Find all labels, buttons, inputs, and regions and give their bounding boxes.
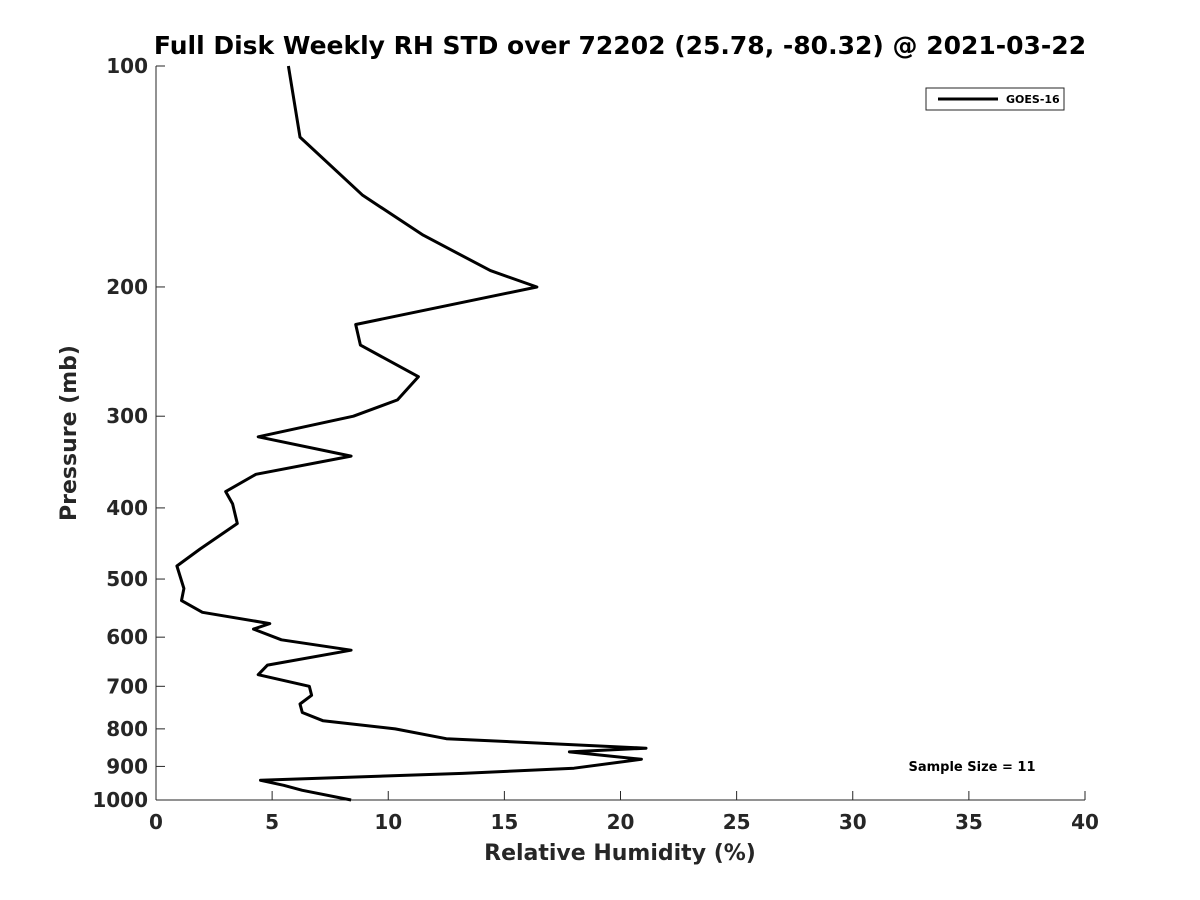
x-tick-label: 0	[149, 810, 163, 834]
legend: GOES-16	[925, 87, 1065, 111]
x-tick-label: 35	[955, 810, 983, 834]
y-tick-label: 600	[106, 625, 148, 649]
y-axis-ticks: 100 200 300 400 500 600 700 800 900 1000	[92, 54, 165, 812]
y-tick-label: 700	[106, 674, 148, 698]
x-axis-ticks: 0 5 10 15 20 25 30 35 40	[149, 791, 1099, 834]
x-tick-label: 5	[265, 810, 279, 834]
y-tick-label: 200	[106, 275, 148, 299]
y-tick-label: 300	[106, 404, 148, 428]
plot-area	[155, 66, 1085, 801]
x-tick-label: 40	[1071, 810, 1099, 834]
series-layer	[175, 65, 648, 802]
y-tick-label: 800	[106, 717, 148, 741]
x-tick-label: 30	[839, 810, 867, 834]
x-tick-label: 25	[723, 810, 751, 834]
y-tick-label: 500	[106, 567, 148, 591]
y-tick-label: 900	[106, 754, 148, 778]
sample-size-annotation: Sample Size = 11	[908, 760, 1035, 775]
series-line-goes16	[175, 65, 648, 802]
x-tick-label: 20	[607, 810, 635, 834]
legend-label-goes16: GOES-16	[1006, 93, 1060, 106]
y-tick-label: 1000	[92, 788, 148, 812]
y-tick-label: 100	[106, 54, 148, 78]
x-axis-label: Relative Humidity (%)	[484, 841, 756, 866]
y-axis-label: Pressure (mb)	[57, 345, 82, 521]
x-tick-label: 10	[374, 810, 402, 834]
chart-title: Full Disk Weekly RH STD over 72202 (25.7…	[154, 31, 1086, 60]
x-tick-label: 15	[490, 810, 518, 834]
y-tick-label: 400	[106, 496, 148, 520]
